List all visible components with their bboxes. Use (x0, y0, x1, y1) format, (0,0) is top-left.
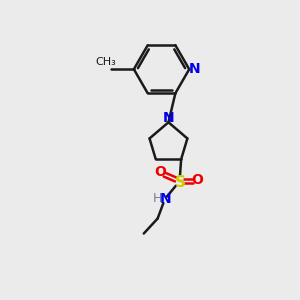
Text: H: H (153, 192, 162, 206)
Text: N: N (159, 192, 171, 206)
Text: O: O (191, 173, 203, 187)
Text: N: N (189, 62, 201, 76)
Text: N: N (163, 111, 174, 125)
Text: O: O (154, 165, 166, 179)
Text: S: S (175, 175, 185, 190)
Text: CH₃: CH₃ (96, 57, 116, 67)
